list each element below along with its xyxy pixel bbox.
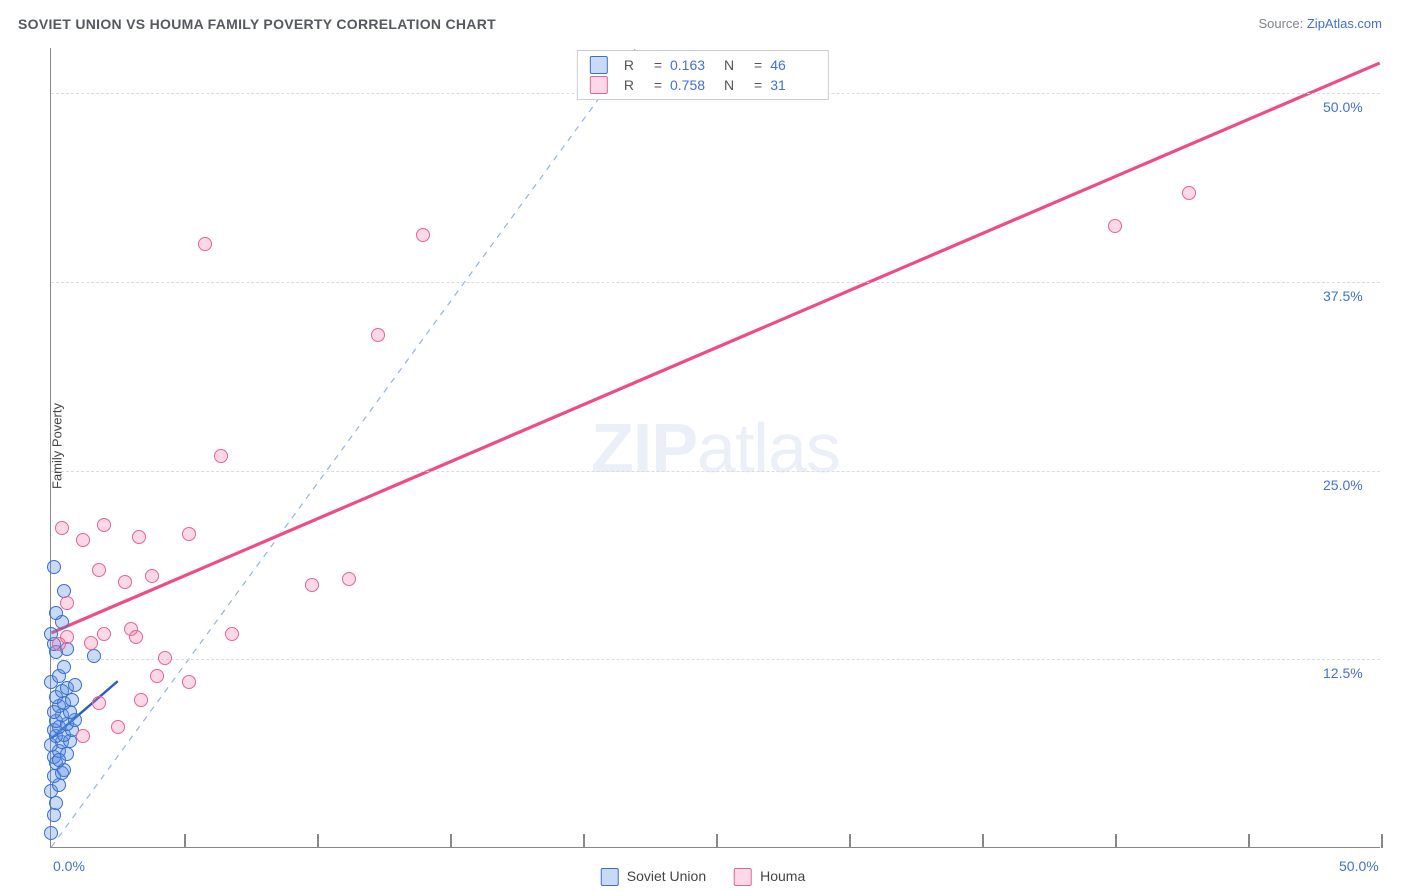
x-tick <box>583 834 585 848</box>
watermark: ZIPatlas <box>591 408 840 488</box>
stats-swatch <box>590 76 608 94</box>
point-houma <box>305 578 319 592</box>
stats-box: R=0.163N=46R=0.758N=31 <box>577 50 829 100</box>
gridline <box>51 471 1380 472</box>
stats-row-houma: R=0.758N=31 <box>590 75 816 95</box>
point-houma <box>214 449 228 463</box>
point-houma <box>97 518 111 532</box>
stats-swatch <box>590 56 608 74</box>
stats-n-value: 46 <box>770 57 816 73</box>
scatter-plot: ZIPatlas 12.5%25.0%37.5%50.0%0.0%50.0% <box>50 48 1380 848</box>
point-houma <box>60 630 74 644</box>
point-soviet-union <box>49 796 63 810</box>
point-houma <box>342 572 356 586</box>
point-soviet-union <box>47 808 61 822</box>
point-houma <box>1108 219 1122 233</box>
point-houma <box>76 729 90 743</box>
y-tick-label: 50.0% <box>1323 99 1380 115</box>
gridline <box>51 659 1380 660</box>
stats-row-soviet-union: R=0.163N=46 <box>590 55 816 75</box>
point-houma <box>225 627 239 641</box>
point-houma <box>134 693 148 707</box>
x-tick <box>317 834 319 848</box>
stats-r-label: R <box>624 77 646 93</box>
point-houma <box>198 237 212 251</box>
stats-n-label: N <box>724 57 746 73</box>
stats-r-value: 0.758 <box>670 77 716 93</box>
source-value: ZipAtlas.com <box>1307 16 1382 31</box>
x-tick <box>1248 834 1250 848</box>
point-houma <box>1182 186 1196 200</box>
x-tick <box>716 834 718 848</box>
x-axis-start-label: 0.0% <box>53 858 85 874</box>
point-houma <box>111 720 125 734</box>
point-houma <box>416 228 430 242</box>
x-axis-end-label: 50.0% <box>1339 858 1379 874</box>
point-soviet-union <box>52 753 66 767</box>
point-soviet-union <box>57 660 71 674</box>
x-tick <box>184 834 186 848</box>
y-axis-title: Family Poverty <box>49 403 64 489</box>
stats-r-value: 0.163 <box>670 57 716 73</box>
chart-title: SOVIET UNION VS HOUMA FAMILY POVERTY COR… <box>18 16 496 32</box>
point-soviet-union <box>44 826 58 840</box>
point-houma <box>92 563 106 577</box>
point-soviet-union <box>87 649 101 663</box>
x-tick <box>450 834 452 848</box>
reference-line <box>51 48 635 847</box>
point-soviet-union <box>47 560 61 574</box>
point-houma <box>118 575 132 589</box>
legend-label: Houma <box>760 868 805 884</box>
point-houma <box>182 675 196 689</box>
legend: Soviet Union Houma <box>601 868 806 886</box>
point-houma <box>55 521 69 535</box>
trend-line-houma <box>51 63 1379 633</box>
point-houma <box>145 569 159 583</box>
stats-r-label: R <box>624 57 646 73</box>
point-houma <box>158 651 172 665</box>
gridline <box>51 282 1380 283</box>
point-houma <box>76 533 90 547</box>
legend-item-soviet-union: Soviet Union <box>601 868 706 886</box>
point-houma <box>182 527 196 541</box>
y-tick-label: 37.5% <box>1323 288 1380 304</box>
stats-n-label: N <box>724 77 746 93</box>
y-tick-label: 25.0% <box>1323 477 1380 493</box>
source-block: Source: ZipAtlas.com <box>1258 16 1382 31</box>
point-houma <box>150 669 164 683</box>
point-houma <box>129 630 143 644</box>
point-houma <box>132 530 146 544</box>
point-soviet-union <box>68 678 82 692</box>
trend-lines-layer <box>51 48 1380 847</box>
legend-label: Soviet Union <box>627 868 706 884</box>
point-houma <box>92 696 106 710</box>
point-houma <box>371 328 385 342</box>
legend-swatch <box>734 868 752 886</box>
x-tick <box>982 834 984 848</box>
point-houma <box>97 627 111 641</box>
stats-n-value: 31 <box>770 77 816 93</box>
point-soviet-union <box>65 693 79 707</box>
x-tick <box>1115 834 1117 848</box>
legend-swatch <box>601 868 619 886</box>
source-label: Source: <box>1258 16 1306 31</box>
x-tick <box>849 834 851 848</box>
point-houma <box>84 636 98 650</box>
y-tick-label: 12.5% <box>1323 665 1380 681</box>
point-houma <box>60 596 74 610</box>
legend-item-houma: Houma <box>734 868 805 886</box>
x-tick <box>1381 834 1383 848</box>
